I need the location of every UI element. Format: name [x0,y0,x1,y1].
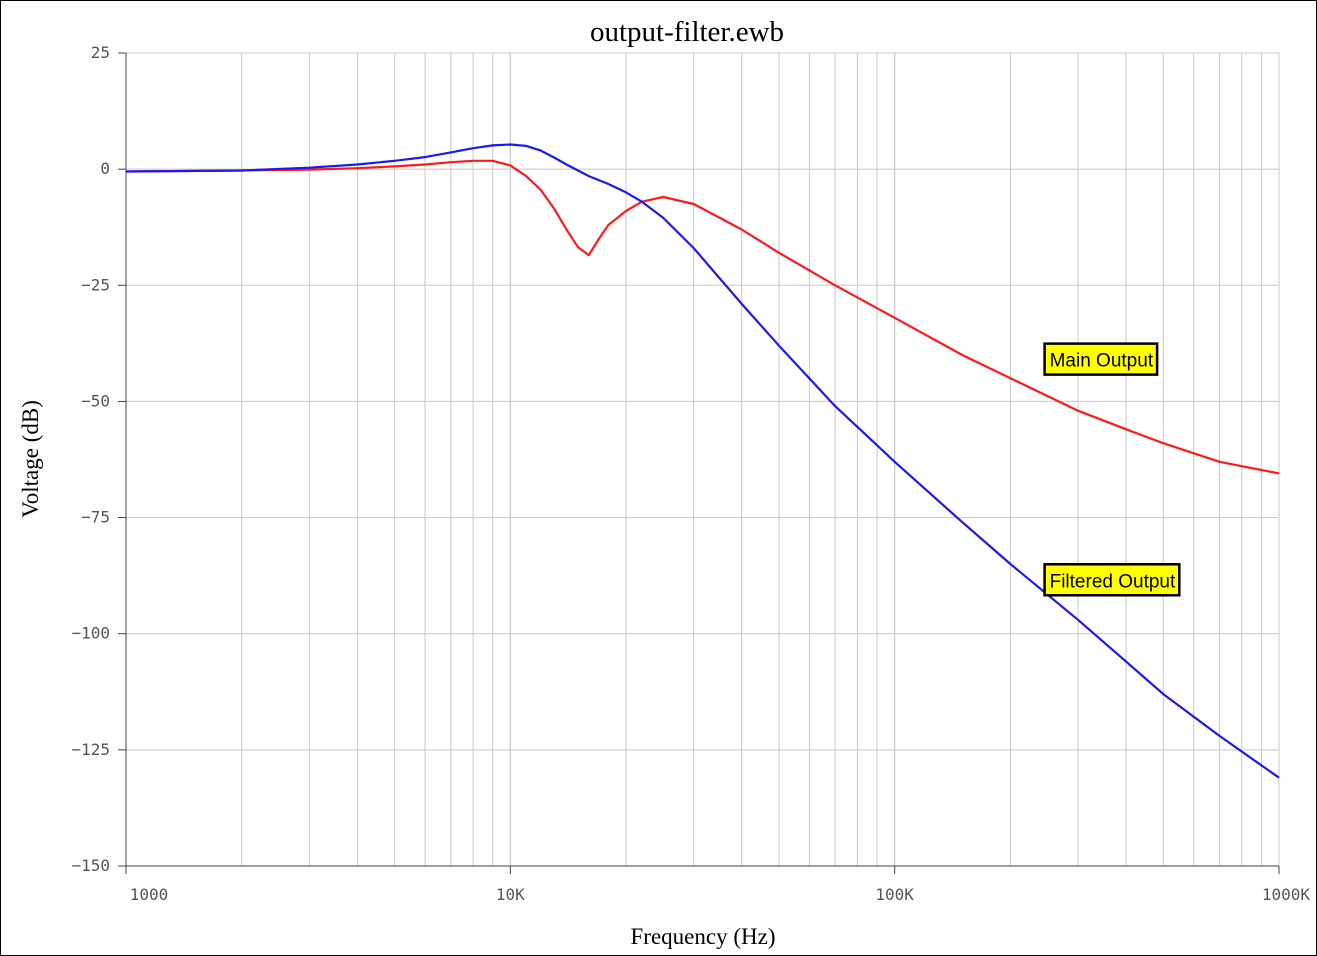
series-filtered-output-line [125,143,1280,779]
y-tick-label: 0 [100,159,110,178]
series-layer [125,143,1280,779]
annotations: Main Output Filtered Output [1043,342,1181,597]
y-tick-label: −150 [71,856,110,875]
y-tick-label: −25 [81,275,110,294]
annotation-box [1043,563,1181,597]
y-axis-label: Voltage (dB) [18,400,43,518]
x-tick-label: 10K [496,885,525,904]
y-tick-label: −125 [71,740,110,759]
annotation-label: Main Output [1050,351,1154,372]
series-main-output-line [125,159,1280,475]
y-tick-label: −75 [81,508,110,527]
ticks: 25 0 −25 −50 −75 −100 −125 −150 1000 10K 100K 1000K [71,43,1310,904]
annotation-main-output: Main Output [1043,342,1159,376]
grid [126,52,1280,866]
x-axis-label: Frequency (Hz) [631,924,776,949]
x-tick-label: 100K [875,885,914,904]
y-tick-label: 25 [91,43,110,62]
x-tick-label: 1000K [1262,885,1311,904]
y-tick-label: −50 [81,391,110,410]
annotation-box [1043,342,1159,376]
x-tick-label: 1000 [130,885,169,904]
annotation-filtered-output: Filtered Output [1043,563,1181,597]
annotation-label: Filtered Output [1050,571,1176,592]
y-tick-label: −100 [71,624,110,643]
chart-title: output-filter.ewb [590,16,784,48]
